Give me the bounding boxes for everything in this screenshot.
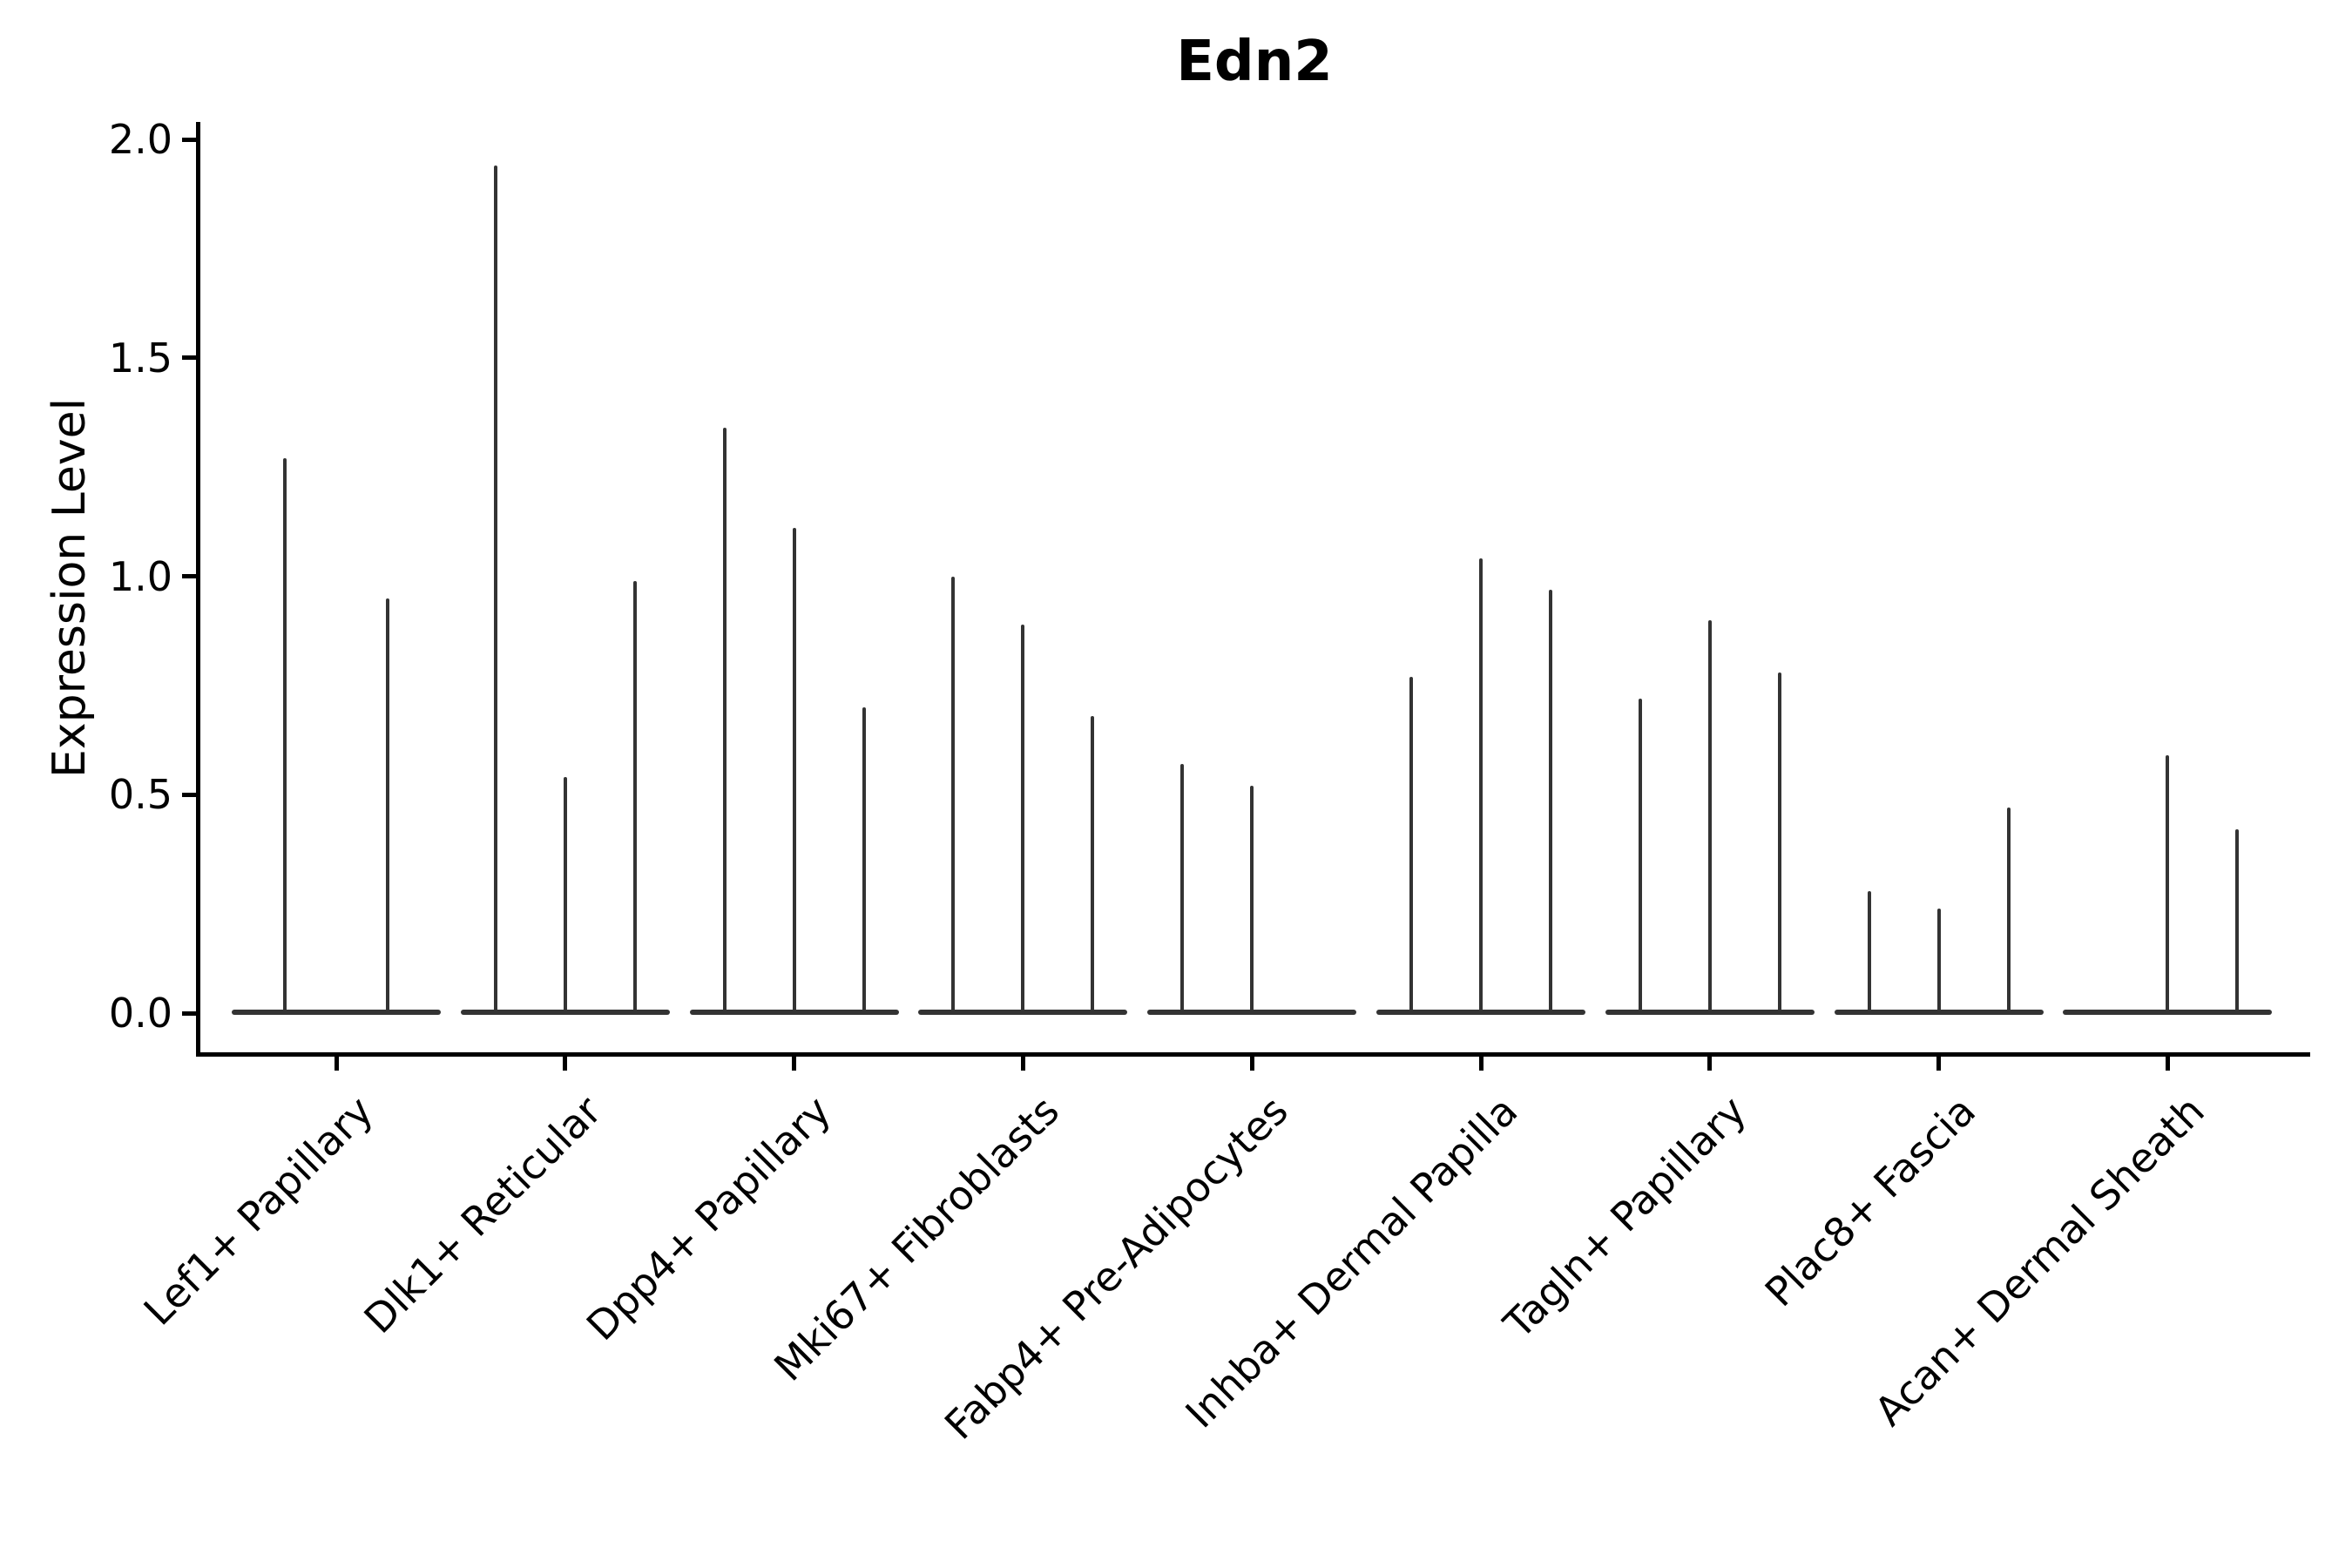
violin-needle [1549,589,1552,1013]
y-tick-label: 1.0 [108,552,172,600]
violin-needle [722,427,727,1013]
violin-needle [2235,829,2240,1013]
violin-needle [792,528,796,1013]
x-tick-label: Tagln+ Papillary [1494,1086,1755,1348]
violin-needle [1867,890,1871,1013]
violin-needle [1707,619,1712,1013]
y-tick-mark [182,137,196,142]
violin-needle [1936,908,1941,1013]
y-tick-mark [182,792,196,797]
x-axis-spine [196,1052,2310,1057]
violin-needle [283,458,287,1013]
x-tick-mark [1020,1057,1025,1071]
violin-needle [493,166,497,1013]
y-tick-label: 2.0 [108,116,172,163]
violin-baseline [232,1010,441,1015]
violin-needle [1409,676,1413,1013]
violin-needle [1021,624,1025,1013]
y-tick-mark [182,1010,196,1016]
violin-needle [1180,764,1185,1013]
violin-needle [2166,755,2170,1013]
x-tick-mark [1936,1057,1942,1071]
x-tick-mark [1249,1057,1254,1071]
violin-needle [1479,558,1483,1013]
y-tick-label: 1.5 [108,334,172,382]
chart-title: Edn2 [1176,30,1333,94]
violin-needle [951,576,956,1013]
violin-needle [563,777,567,1013]
x-tick-mark [563,1057,568,1071]
x-tick-mark [792,1057,797,1071]
x-tick-mark [2165,1057,2170,1071]
x-tick-label: Plac8+ Fascia [1755,1086,1984,1316]
x-tick-mark [1707,1057,1713,1071]
violin-needle [632,580,637,1013]
x-tick-mark [1478,1057,1484,1071]
y-axis-spine [196,122,200,1057]
violin-needle [862,706,866,1013]
x-tick-mark [334,1057,339,1071]
x-tick-label: Dlk1+ Reticular [355,1086,611,1343]
violin-needle [1250,786,1254,1013]
x-tick-label: Lef1+ Papillary [134,1086,382,1335]
violin-needle [1777,672,1781,1013]
violin-needle [2006,808,2011,1013]
x-tick-label: Dpp4+ Papillary [577,1086,840,1350]
y-tick-label: 0.5 [108,771,172,819]
y-tick-mark [182,355,196,361]
violin-needle [386,598,389,1013]
violin-needle [1091,715,1095,1013]
violin-needle [1638,698,1642,1013]
y-tick-mark [182,574,196,578]
y-tick-label: 0.0 [108,990,172,1037]
